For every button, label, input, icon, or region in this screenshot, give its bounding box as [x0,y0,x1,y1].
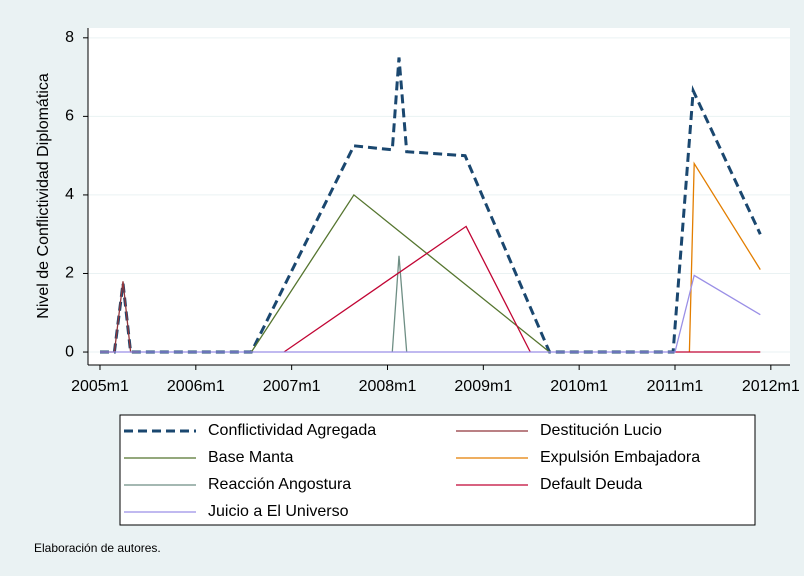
y-tick-label: 6 [65,108,74,125]
plot-area [88,28,790,365]
x-tick-label: 2005m1 [71,378,129,395]
y-tick-label: 0 [65,343,74,360]
legend-label: Base Manta [208,449,293,466]
x-tick-label: 2012m1 [742,378,800,395]
legend-label: Default Deuda [540,476,642,493]
legend-label: Reacción Angostura [208,476,351,493]
y-tick-label: 8 [65,29,74,46]
y-tick-label: 4 [65,186,74,203]
x-tick-label: 2006m1 [167,378,225,395]
y-tick-label: 2 [65,265,74,282]
legend [119,414,756,526]
series-line [100,57,762,354]
x-tick-label: 2007m1 [263,378,321,395]
x-tick-label: 2011m1 [647,378,704,395]
x-tick-label: 2010m1 [550,378,608,395]
x-tick-label: 2009m1 [454,378,512,395]
series-line [100,274,761,353]
legend-label: Expulsión Embajadora [540,449,700,466]
series-line [391,255,408,353]
legend-label: Juicio a El Universo [208,503,349,520]
note: Elaboración de autores. [34,541,161,555]
series-line [283,225,761,353]
x-tick-label: 2008m1 [359,378,417,395]
y-axis-label: Nivel de Conflictividad Diplomática [35,73,52,319]
legend-label: Destitución Lucio [540,422,662,439]
legend-label: Conflictividad Agregada [208,422,376,439]
series-line [250,193,550,353]
